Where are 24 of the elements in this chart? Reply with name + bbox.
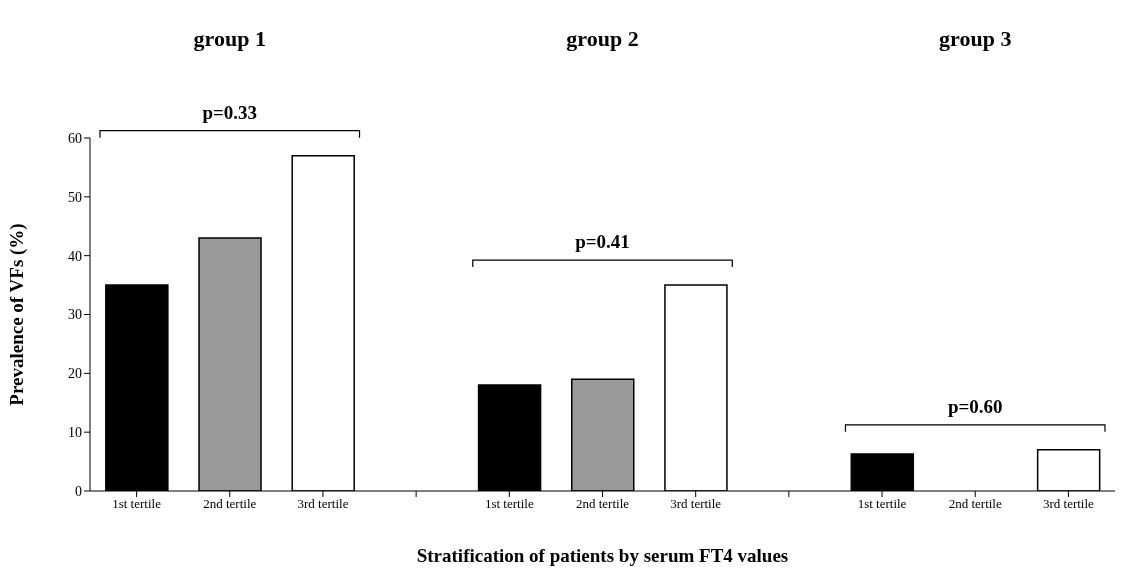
y-tick-label: 20 <box>68 366 82 382</box>
y-tick-label: 0 <box>75 483 82 499</box>
x-tick-label: 3rd tertile <box>1042 496 1095 512</box>
annotation: p=0.60 <box>947 395 1003 417</box>
text: group 1 <box>193 26 266 51</box>
annotation: p=0.41 <box>575 231 630 253</box>
x-tick-label: 2nd tertile <box>575 496 630 512</box>
x-tick-label: 3rd tertile <box>670 496 722 512</box>
y-tick-label: 40 <box>68 248 82 264</box>
x-tick-label: 1st tertile <box>857 496 907 512</box>
x-tick-label: 1st tertile <box>112 496 162 512</box>
x-tick-label: 2nd tertile <box>203 496 257 512</box>
y-tick-label: 30 <box>68 307 82 323</box>
x-axis-title: Stratification of patients by serum FT4 values <box>416 545 789 566</box>
x-tick-label: 2nd tertile <box>948 496 1002 512</box>
y-axis-title: Prevalence of VFs (%) <box>5 223 28 406</box>
y-tick-label: 60 <box>68 130 82 146</box>
y-tick-label: 50 <box>68 189 82 205</box>
x-tick-label: 3rd tertile <box>297 496 349 512</box>
y-tick-label: 10 <box>68 425 82 441</box>
text: group 3 <box>939 26 1012 51</box>
text: group 2 <box>566 26 639 51</box>
x-tick-label: 1st tertile <box>484 496 534 512</box>
text: p=0.33 <box>202 101 258 123</box>
